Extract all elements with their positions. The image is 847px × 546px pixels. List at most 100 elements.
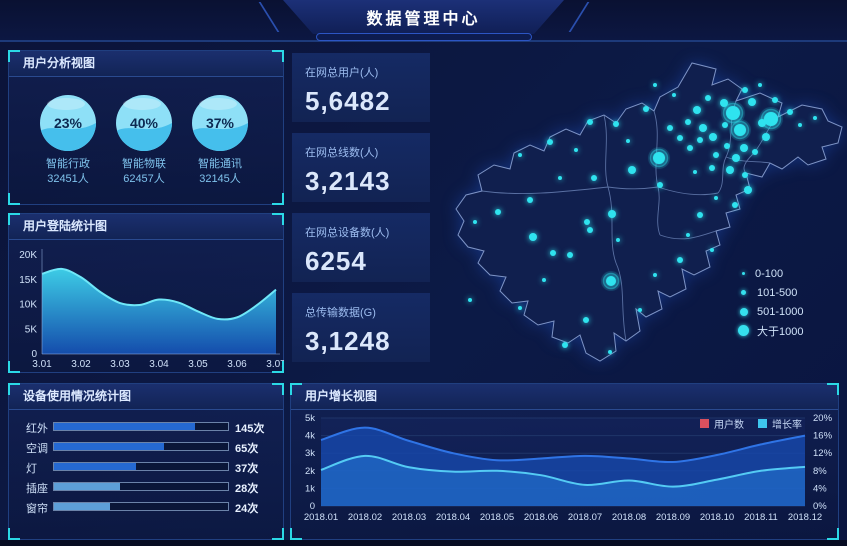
corner-bracket — [8, 361, 20, 373]
svg-text:2k: 2k — [305, 466, 315, 477]
gauge-label: 智能行政 — [46, 158, 90, 170]
panel-login-stats: 用户登陆统计图 0 5K 10K 15K 20K 3.01 3.02 3.03 3.04 3.05… — [8, 213, 284, 373]
legend-row: 大于1000 — [738, 321, 804, 340]
page-title: 数据管理中心 — [366, 11, 481, 28]
legend-row: 101-500 — [741, 283, 804, 302]
bar-category-label: 空调 — [26, 443, 48, 455]
svg-text:3.07: 3.07 — [266, 359, 284, 370]
svg-text:2018.08: 2018.08 — [612, 512, 646, 523]
liquid-gauge-iot[interactable]: 40% — [116, 95, 172, 151]
stat-card-label: 在网总设备数(人) — [305, 227, 390, 239]
bar-fill — [54, 443, 164, 450]
gauge-count: 32451人 — [47, 173, 89, 185]
bar-track — [53, 502, 229, 511]
svg-text:2018.01: 2018.01 — [304, 512, 338, 523]
bar-track — [53, 442, 229, 451]
map-dots-layer[interactable] — [468, 83, 817, 354]
stat-card-label: 总传输数据(G) — [305, 307, 376, 319]
liquid-gauge-admin[interactable]: 23% — [40, 95, 96, 151]
liquid-gauge-comm[interactable]: 37% — [192, 95, 248, 151]
panel-user-growth: 用户增长视图 用户数 增长率 0 1k 2k 3k 4k 5k 0% 4% 8% 12% 16% 20… — [290, 383, 839, 540]
device-bar-row[interactable]: 窗帘 24次 — [9, 499, 285, 515]
header-right-diagonal — [568, 2, 590, 32]
gauge-label: 智能通讯 — [198, 158, 242, 170]
stat-card-value: 3,2143 — [305, 166, 391, 196]
svg-text:3.06: 3.06 — [227, 359, 247, 370]
bar-category-label: 窗帘 — [26, 503, 48, 515]
stat-card-label: 在网总用户(人) — [305, 67, 379, 79]
legend-swatch-cyan — [758, 419, 767, 428]
stat-card-total-lines: 在网总线数(人) 3,2143 — [292, 133, 430, 202]
svg-text:2018.10: 2018.10 — [700, 512, 734, 523]
map-outline — [455, 62, 843, 362]
panel-device-usage-title: 设备使用情况统计图 — [9, 384, 283, 410]
corner-bracket — [272, 361, 284, 373]
panel-user-analysis: 用户分析视图 23% 40% 37% 智能行政 32451人 智能物联 6245… — [8, 50, 284, 205]
bar-value-label: 145次 — [235, 423, 265, 435]
corner-bracket — [8, 528, 20, 540]
svg-text:37%: 37% — [206, 115, 235, 131]
stat-card-value: 3,1248 — [305, 326, 391, 356]
corner-bracket — [272, 213, 284, 225]
bar-value-label: 65次 — [235, 443, 259, 455]
map-internal-borders — [481, 100, 779, 342]
corner-bracket — [8, 383, 20, 395]
panel-user-analysis-title: 用户分析视图 — [9, 51, 283, 77]
svg-text:20%: 20% — [813, 413, 833, 424]
stat-card-total-devices: 在网总设备数(人) 6254 — [292, 213, 430, 282]
corner-bracket — [272, 193, 284, 205]
corner-bracket — [290, 528, 302, 540]
banner-underline — [315, 33, 532, 41]
svg-text:0: 0 — [31, 349, 37, 360]
legend-item-users[interactable]: 用户数 — [700, 416, 744, 431]
svg-text:2018.02: 2018.02 — [348, 512, 382, 523]
bar-category-label: 灯 — [26, 463, 37, 475]
svg-text:3.01: 3.01 — [32, 359, 52, 370]
svg-text:15K: 15K — [19, 275, 37, 286]
svg-text:2018.04: 2018.04 — [436, 512, 470, 523]
svg-text:4%: 4% — [813, 483, 827, 494]
svg-text:3k: 3k — [305, 448, 315, 459]
region-bubble-map[interactable] — [430, 45, 847, 375]
corner-bracket — [8, 213, 20, 225]
corner-bracket — [827, 528, 839, 540]
svg-text:0: 0 — [310, 501, 315, 512]
legend-label: 0-100 — [755, 267, 784, 280]
panel-user-growth-title: 用户增长视图 — [291, 384, 838, 410]
corner-bracket — [827, 383, 839, 395]
corner-bracket — [272, 383, 284, 395]
svg-text:10K: 10K — [19, 300, 37, 311]
svg-text:2018.11: 2018.11 — [744, 512, 778, 523]
bar-fill — [54, 463, 136, 470]
device-bar-row[interactable]: 空调 65次 — [9, 439, 285, 455]
svg-text:23%: 23% — [54, 115, 83, 131]
growth-chart-legend[interactable]: 用户数 增长率 — [700, 416, 802, 431]
corner-bracket — [272, 528, 284, 540]
svg-text:1k: 1k — [305, 483, 315, 494]
growth-dual-axis-chart[interactable]: 0 1k 2k 3k 4k 5k 0% 4% 8% 12% 16% 20% 2018.01 2018.02… — [293, 408, 833, 540]
svg-text:20K: 20K — [19, 250, 37, 261]
legend-swatch-red — [700, 419, 709, 428]
svg-text:3.03: 3.03 — [110, 359, 130, 370]
svg-text:2018.05: 2018.05 — [480, 512, 514, 523]
svg-text:2018.07: 2018.07 — [568, 512, 602, 523]
login-area-chart[interactable]: 0 5K 10K 15K 20K 3.01 3.02 3.03 3.04 3.05 3.06 3.07 — [10, 241, 284, 373]
header-bar: 数据管理中心 — [0, 0, 847, 42]
legend-row: 0-100 — [742, 264, 804, 283]
stat-card-label: 在网总线数(人) — [305, 147, 379, 159]
legend-item-growth-rate[interactable]: 增长率 — [758, 416, 802, 431]
gauge-label: 智能物联 — [122, 158, 166, 170]
legend-dot-icon — [738, 325, 749, 336]
header-left-diagonal — [258, 2, 280, 32]
device-bar-row[interactable]: 插座 28次 — [9, 479, 285, 495]
device-bar-row[interactable]: 红外 145次 — [9, 419, 285, 435]
svg-text:2018.12: 2018.12 — [788, 512, 822, 523]
bar-category-label: 插座 — [26, 483, 48, 495]
device-bar-row[interactable]: 灯 37次 — [9, 459, 285, 475]
bar-track — [53, 462, 229, 471]
bar-value-label: 24次 — [235, 503, 259, 515]
stat-card-value: 5,6482 — [305, 86, 391, 116]
svg-text:0%: 0% — [813, 501, 827, 512]
svg-text:2018.03: 2018.03 — [392, 512, 426, 523]
corner-bracket — [272, 50, 284, 62]
